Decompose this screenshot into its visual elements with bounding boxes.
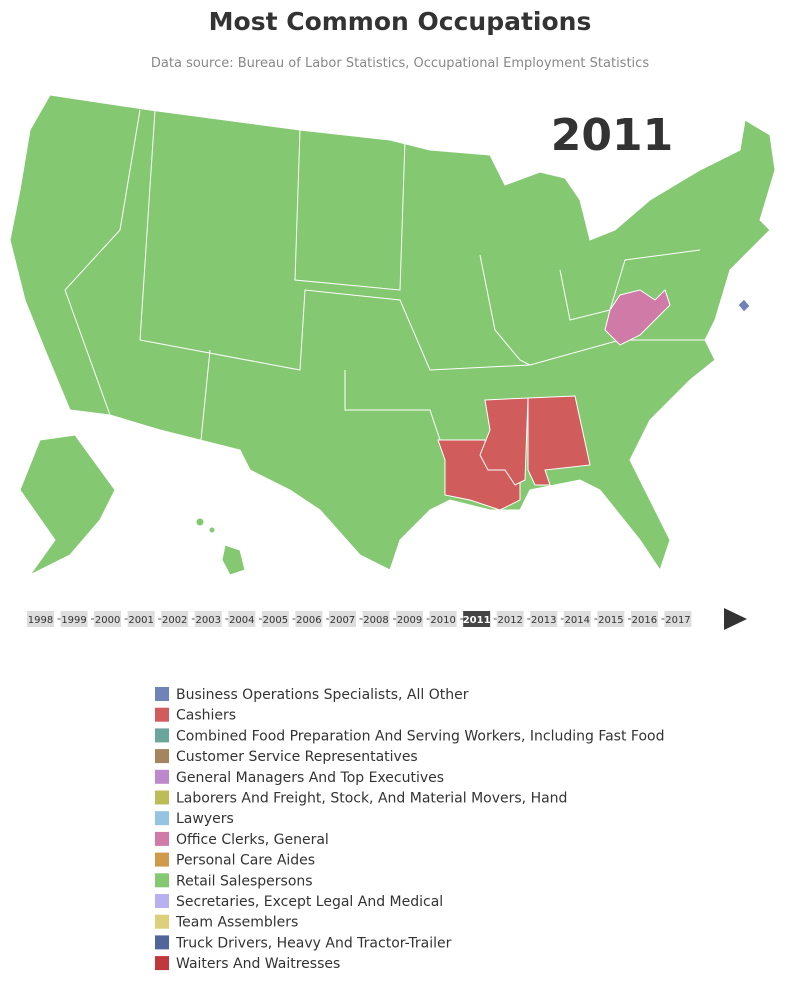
timeline-year-box[interactable] xyxy=(563,611,591,627)
legend-swatch xyxy=(155,728,169,743)
legend-label: Office Clerks, General xyxy=(176,832,329,848)
legend-label: Customer Service Representatives xyxy=(176,749,418,765)
current-year: 2011 xyxy=(551,110,673,161)
mainland xyxy=(9,94,776,572)
legend-swatch xyxy=(155,956,169,971)
title: Most Common Occupations xyxy=(209,7,592,36)
legend-label: Retail Salespersons xyxy=(176,873,313,889)
legend-label: Business Operations Specialists, All Oth… xyxy=(176,687,469,703)
timeline-year[interactable]: 2002 xyxy=(162,615,187,626)
timeline-year-box[interactable] xyxy=(396,611,424,627)
timeline-year-box[interactable] xyxy=(194,611,222,627)
timeline-year-box[interactable] xyxy=(664,611,692,627)
us-map xyxy=(9,94,776,576)
legend-swatch xyxy=(155,687,169,701)
legend-swatch xyxy=(155,811,169,826)
state-wv xyxy=(604,289,671,346)
timeline-year[interactable]: 2011 xyxy=(463,615,491,626)
play-button[interactable] xyxy=(724,608,747,630)
state-hi xyxy=(221,544,246,576)
timeline-year-box[interactable] xyxy=(463,611,491,627)
legend-label: General Managers And Top Executives xyxy=(176,770,444,786)
legend-swatch xyxy=(155,831,169,846)
state-borders xyxy=(199,349,240,451)
state-borders xyxy=(294,129,406,291)
timeline-year-box[interactable] xyxy=(161,611,189,627)
legend: Business Operations Specialists, All Oth… xyxy=(155,687,664,972)
timeline-year-box[interactable] xyxy=(261,611,289,627)
legend-swatch xyxy=(155,873,169,888)
legend-swatch xyxy=(155,852,169,867)
state-ms xyxy=(479,397,529,486)
timeline-year-box[interactable] xyxy=(228,611,256,627)
timeline-year-box[interactable] xyxy=(362,611,390,627)
state-hi-island xyxy=(208,526,216,534)
legend-swatch xyxy=(155,914,169,929)
timeline: 1998 1999 2000 2001 2002 2003 2004 2005 2006 2007… xyxy=(27,611,692,627)
timeline-year-box[interactable] xyxy=(496,611,524,627)
timeline-year-box[interactable] xyxy=(530,611,558,627)
legend-swatch xyxy=(155,935,169,950)
timeline-year-box[interactable] xyxy=(429,611,457,627)
state-borders xyxy=(344,370,441,441)
timeline-year[interactable]: 2016 xyxy=(632,615,657,626)
timeline-year[interactable]: 2005 xyxy=(263,615,288,626)
legend-swatch xyxy=(155,707,169,722)
timeline-year[interactable]: 2000 xyxy=(95,615,120,626)
timeline-year[interactable]: 2015 xyxy=(598,615,623,626)
timeline-year[interactable]: 2003 xyxy=(196,615,221,626)
timeline-year-box[interactable] xyxy=(94,611,122,627)
timeline-year-box[interactable] xyxy=(27,611,54,627)
timeline-year[interactable]: 2017 xyxy=(665,615,690,626)
state-borders xyxy=(139,109,715,371)
legend-label: Laborers And Freight, Stock, And Materia… xyxy=(176,791,567,807)
legend-label: Waiters And Waitresses xyxy=(176,956,340,972)
legend-swatch xyxy=(155,749,169,764)
state-ak xyxy=(19,434,116,576)
timeline-year-box[interactable] xyxy=(328,611,356,627)
legend-swatch xyxy=(155,769,169,784)
state-al xyxy=(527,395,591,486)
timeline-year[interactable]: 2007 xyxy=(330,615,355,626)
timeline-year[interactable]: 2009 xyxy=(397,615,422,626)
legend-label: Secretaries, Except Legal And Medical xyxy=(176,894,443,910)
timeline-year-box[interactable] xyxy=(127,611,155,627)
timeline-year-box[interactable] xyxy=(630,611,658,627)
timeline-year[interactable]: 2014 xyxy=(565,615,590,626)
timeline-year-box[interactable] xyxy=(597,611,625,627)
timeline-year[interactable]: 2010 xyxy=(430,615,455,626)
legend-label: Lawyers xyxy=(176,811,234,827)
state-borders xyxy=(64,109,141,416)
timeline-year[interactable]: 1999 xyxy=(61,615,86,626)
state-dc xyxy=(737,298,751,313)
state-borders xyxy=(479,254,531,366)
timeline-year[interactable]: 1998 xyxy=(28,615,53,626)
timeline-year-box[interactable] xyxy=(60,611,88,627)
legend-label: Truck Drivers, Heavy And Tractor-Trailer xyxy=(175,935,452,951)
legend-swatch xyxy=(155,790,169,805)
timeline-year-box[interactable] xyxy=(295,611,323,627)
legend-label: Combined Food Preparation And Serving Wo… xyxy=(176,728,664,744)
state-hi-island xyxy=(195,517,205,527)
legend-label: Personal Care Aides xyxy=(176,853,315,869)
timeline-year[interactable]: 2001 xyxy=(128,615,153,626)
legend-swatch xyxy=(155,894,169,908)
legend-label: Team Assemblers xyxy=(175,915,298,931)
timeline-year[interactable]: 2013 xyxy=(531,615,556,626)
timeline-year[interactable]: 2012 xyxy=(497,615,522,626)
subtitle: Data source: Bureau of Labor Statistics,… xyxy=(151,56,649,71)
timeline-year[interactable]: 2006 xyxy=(296,615,321,626)
legend-label: Cashiers xyxy=(176,708,236,724)
timeline-year[interactable]: 2008 xyxy=(363,615,388,626)
timeline-year[interactable]: 2004 xyxy=(229,615,254,626)
